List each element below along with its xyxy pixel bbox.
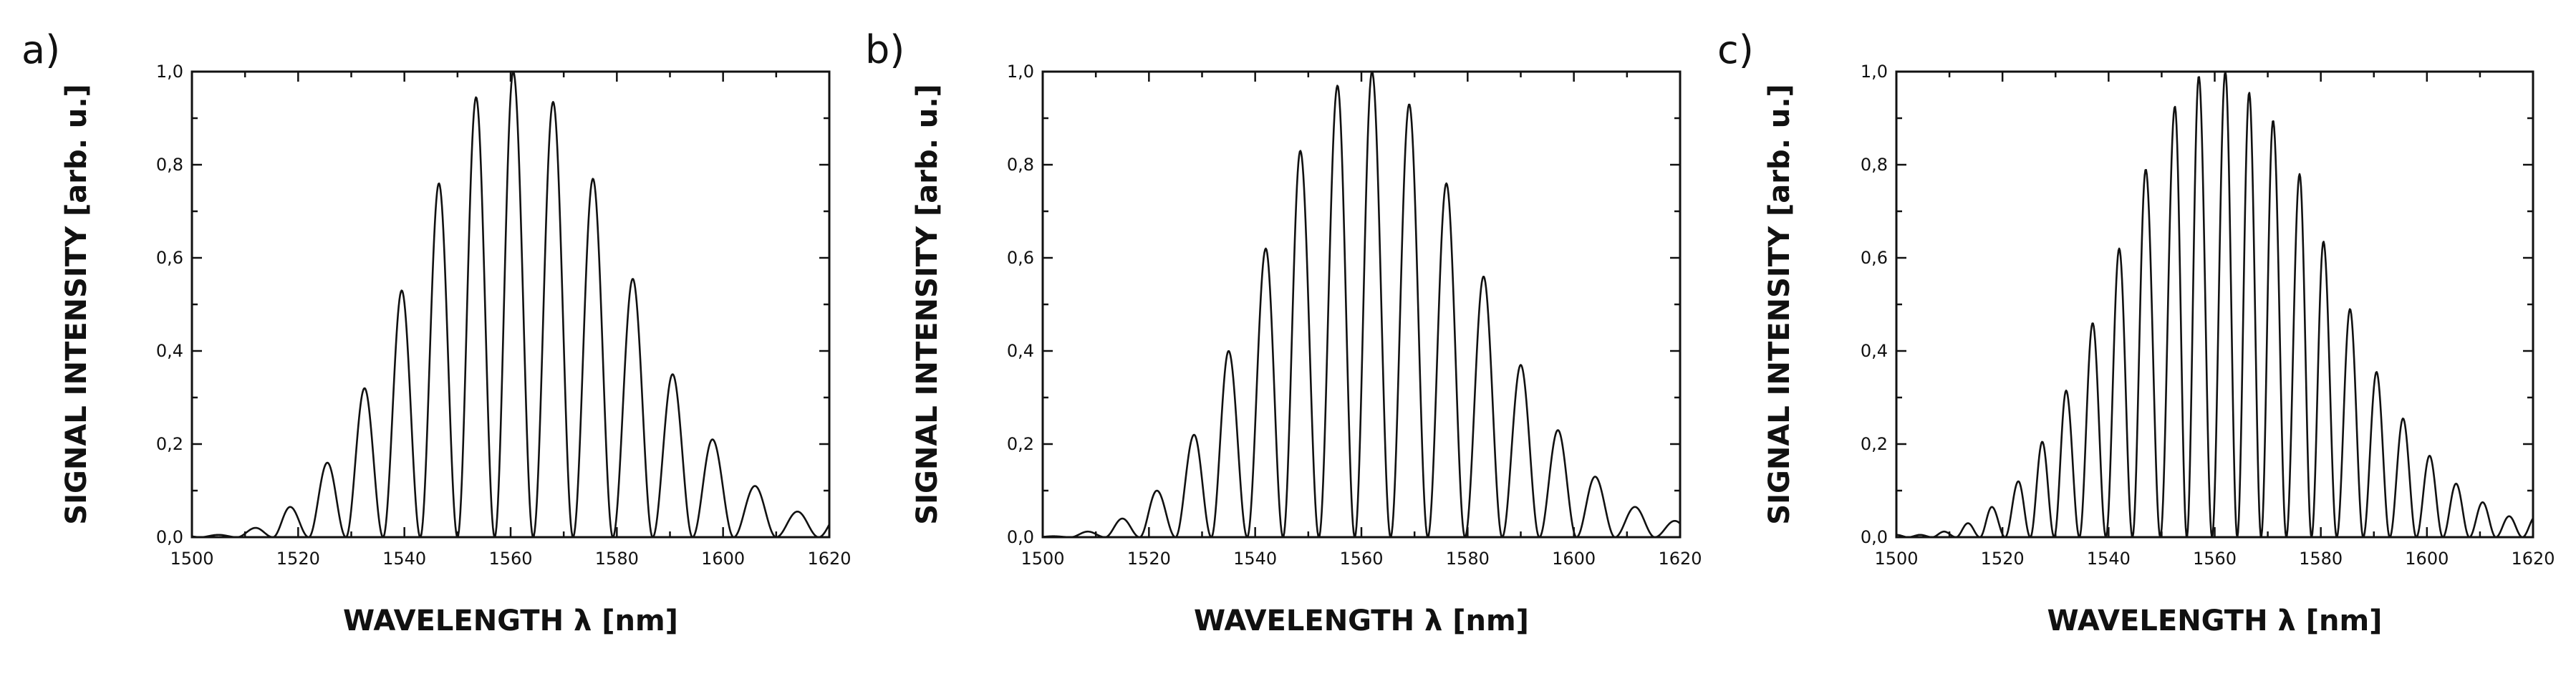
x-tick-label: 1500: [1874, 549, 1918, 569]
y-tick-label: 0,2: [1007, 434, 1034, 454]
plot-frame: [190, 70, 831, 539]
y-tick-label: 0,0: [1007, 527, 1034, 547]
x-tick-label: 1600: [2405, 549, 2449, 569]
y-axis-label: SIGNAL INTENSITY [arb. u.]: [911, 84, 944, 524]
y-tick-label: 1,0: [1861, 62, 1888, 82]
x-tick-label: 1560: [2193, 549, 2237, 569]
y-tick-label: 0,0: [1861, 527, 1888, 547]
x-tick-label: 1600: [1552, 549, 1596, 569]
x-tick-label: 1540: [382, 549, 426, 569]
signal-curve: [191, 70, 831, 539]
y-tick-label: 0,8: [1861, 155, 1888, 175]
x-tick-label: 1620: [2511, 549, 2555, 569]
y-tick-label: 0,0: [156, 527, 183, 547]
x-tick-label: 1580: [1446, 549, 1490, 569]
x-tick-label: 1540: [1233, 549, 1277, 569]
panel-label: a): [21, 27, 60, 72]
y-tick-label: 1,0: [156, 62, 183, 82]
signal-curve: [1042, 70, 1681, 539]
y-tick-label: 0,8: [1007, 155, 1034, 175]
x-tick-label: 1500: [170, 549, 213, 569]
x-tick-label: 1600: [701, 549, 745, 569]
y-tick-label: 0,4: [1861, 341, 1888, 361]
y-tick-label: 0,4: [156, 341, 183, 361]
x-tick-label: 1520: [1981, 549, 2025, 569]
chart-panel-1: 1500 1520 1540 1560 1580 1600 1620 0,0 0,2 0,4 0,6…: [21, 27, 852, 637]
x-axis-label: WAVELENGTH λ [nm]: [343, 604, 678, 637]
panel-label: b): [865, 27, 905, 72]
x-tick-label: 1580: [2299, 549, 2343, 569]
y-tick-label: 0,6: [1007, 248, 1034, 268]
x-tick-label: 1520: [1127, 549, 1171, 569]
y-tick-label: 0,2: [156, 434, 183, 454]
x-tick-label: 1540: [2087, 549, 2131, 569]
chart-panel-2: 1500 1520 1540 1560 1580 1600 1620 0,0 0,2 0,4 0,6…: [865, 27, 1702, 637]
plot-frame: [1041, 70, 1682, 539]
y-tick-label: 0,6: [156, 248, 183, 268]
x-tick-label: 1560: [488, 549, 532, 569]
y-tick-label: 0,8: [156, 155, 183, 175]
x-axis-label: WAVELENGTH λ [nm]: [2047, 604, 2383, 637]
x-axis-label: WAVELENGTH λ [nm]: [1194, 604, 1529, 637]
y-axis-label: SIGNAL INTENSITY [arb. u.]: [1763, 84, 1796, 524]
y-tick-label: 0,4: [1007, 341, 1034, 361]
y-tick-label: 1,0: [1007, 62, 1034, 82]
y-tick-label: 0,6: [1861, 248, 1888, 268]
x-tick-label: 1620: [807, 549, 851, 569]
x-tick-label: 1620: [1658, 549, 1702, 569]
panel-label: c): [1717, 27, 1754, 72]
signal-curve: [1896, 70, 2534, 539]
y-axis-label: SIGNAL INTENSITY [arb. u.]: [60, 84, 93, 524]
chart-panel-3: 1500 1520 1540 1560 1580 1600 1620 0,0 0,2 0,4 0,6…: [1717, 27, 2555, 637]
x-tick-label: 1500: [1021, 549, 1064, 569]
x-tick-label: 1580: [595, 549, 639, 569]
x-tick-label: 1520: [276, 549, 320, 569]
x-tick-label: 1560: [1339, 549, 1383, 569]
y-tick-label: 0,2: [1861, 434, 1888, 454]
